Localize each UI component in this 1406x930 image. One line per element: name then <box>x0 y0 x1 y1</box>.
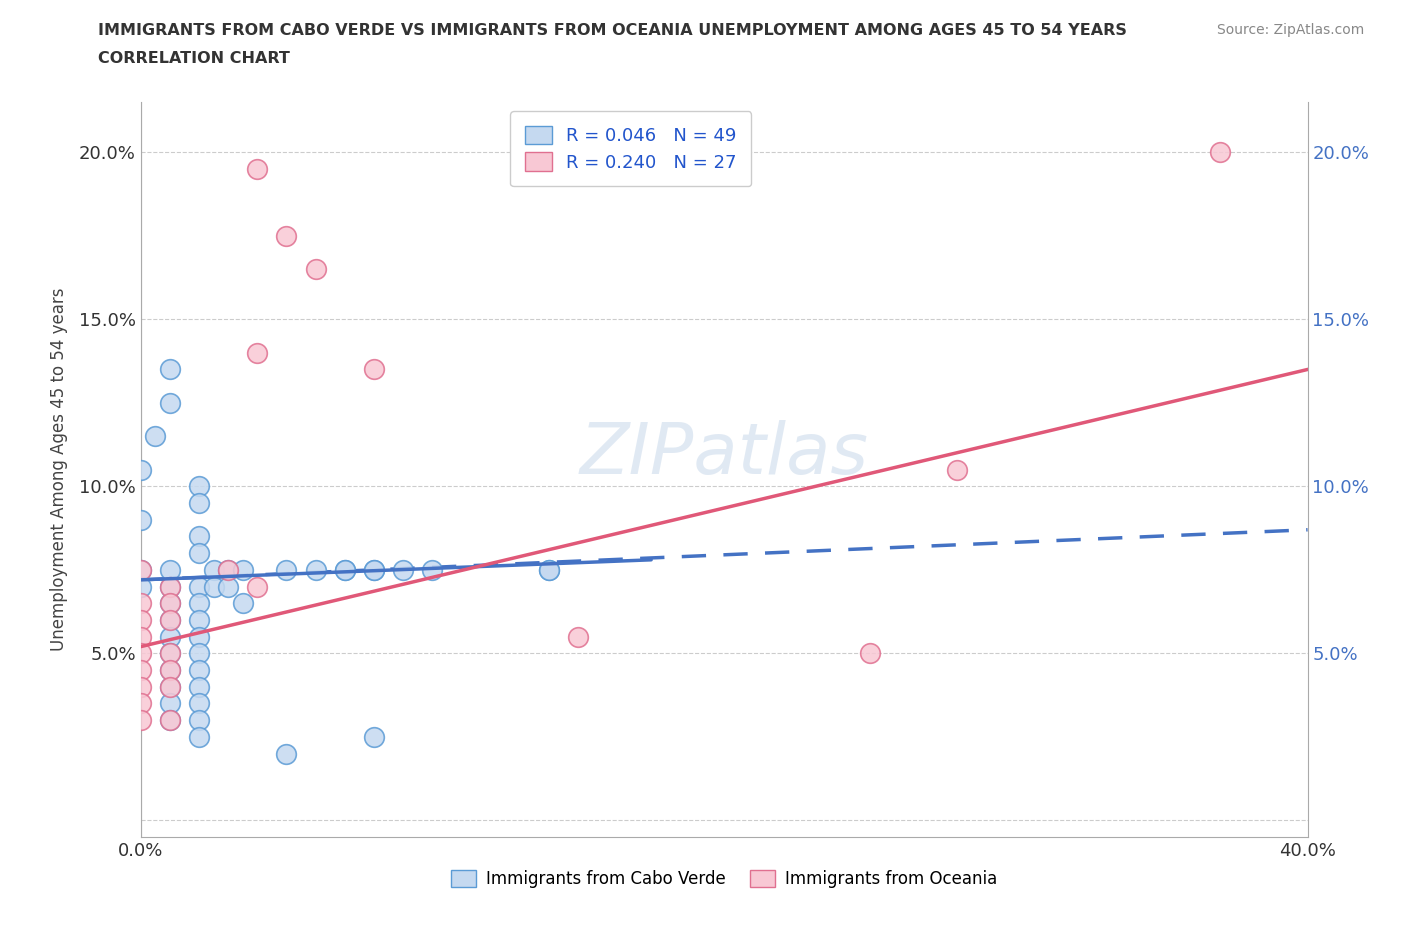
Point <box>217 579 239 594</box>
Point <box>129 512 152 527</box>
Point <box>159 645 181 660</box>
Point <box>246 162 269 177</box>
Point <box>217 563 239 578</box>
Point <box>188 679 211 694</box>
Point <box>159 645 181 660</box>
Point <box>188 579 211 594</box>
Point <box>159 679 181 694</box>
Point <box>246 345 269 360</box>
Point <box>159 596 181 611</box>
Point <box>159 579 181 594</box>
Point <box>129 696 152 711</box>
Point <box>232 563 254 578</box>
Point <box>159 613 181 628</box>
Point <box>188 496 211 511</box>
Point <box>129 630 152 644</box>
Point <box>392 563 415 578</box>
Point <box>129 662 152 677</box>
Text: IMMIGRANTS FROM CABO VERDE VS IMMIGRANTS FROM OCEANIA UNEMPLOYMENT AMONG AGES 45: IMMIGRANTS FROM CABO VERDE VS IMMIGRANTS… <box>98 23 1128 38</box>
Point <box>276 563 298 578</box>
Point <box>232 596 254 611</box>
Point <box>159 630 181 644</box>
Text: ZIPatlas: ZIPatlas <box>579 420 869 489</box>
Point <box>129 579 152 594</box>
Point <box>129 596 152 611</box>
Point <box>538 563 561 578</box>
Point <box>538 563 561 578</box>
Point <box>859 645 882 660</box>
Point <box>159 613 181 628</box>
Point <box>217 563 239 578</box>
Point <box>276 229 298 244</box>
Point <box>188 613 211 628</box>
Legend: Immigrants from Cabo Verde, Immigrants from Oceania: Immigrants from Cabo Verde, Immigrants f… <box>444 863 1004 895</box>
Point <box>363 563 385 578</box>
Point <box>129 462 152 477</box>
Point <box>129 613 152 628</box>
Point <box>188 630 211 644</box>
Point <box>202 563 225 578</box>
Point <box>188 479 211 494</box>
Point <box>422 563 444 578</box>
Point <box>188 596 211 611</box>
Point <box>188 712 211 727</box>
Point <box>946 462 969 477</box>
Text: CORRELATION CHART: CORRELATION CHART <box>98 51 290 66</box>
Point <box>188 529 211 544</box>
Point <box>129 645 152 660</box>
Point <box>129 563 152 578</box>
Point <box>159 662 181 677</box>
Point <box>159 395 181 410</box>
Point <box>129 679 152 694</box>
Y-axis label: Unemployment Among Ages 45 to 54 years: Unemployment Among Ages 45 to 54 years <box>49 288 67 651</box>
Point <box>129 563 152 578</box>
Point <box>159 696 181 711</box>
Point <box>143 429 166 444</box>
Point <box>188 662 211 677</box>
Point <box>305 563 328 578</box>
Point <box>159 662 181 677</box>
Point <box>159 596 181 611</box>
Point <box>188 546 211 561</box>
Point <box>305 262 328 277</box>
Point <box>159 563 181 578</box>
Point <box>333 563 356 578</box>
Text: Source: ZipAtlas.com: Source: ZipAtlas.com <box>1216 23 1364 37</box>
Point <box>276 746 298 761</box>
Point <box>159 712 181 727</box>
Point <box>188 729 211 744</box>
Point <box>159 579 181 594</box>
Point <box>202 579 225 594</box>
Point <box>159 712 181 727</box>
Point <box>363 563 385 578</box>
Point <box>363 362 385 377</box>
Point <box>188 696 211 711</box>
Point <box>567 630 589 644</box>
Point <box>246 579 269 594</box>
Point <box>188 645 211 660</box>
Point <box>333 563 356 578</box>
Point <box>363 729 385 744</box>
Point <box>1209 145 1232 160</box>
Point <box>129 712 152 727</box>
Point <box>159 679 181 694</box>
Point <box>159 362 181 377</box>
